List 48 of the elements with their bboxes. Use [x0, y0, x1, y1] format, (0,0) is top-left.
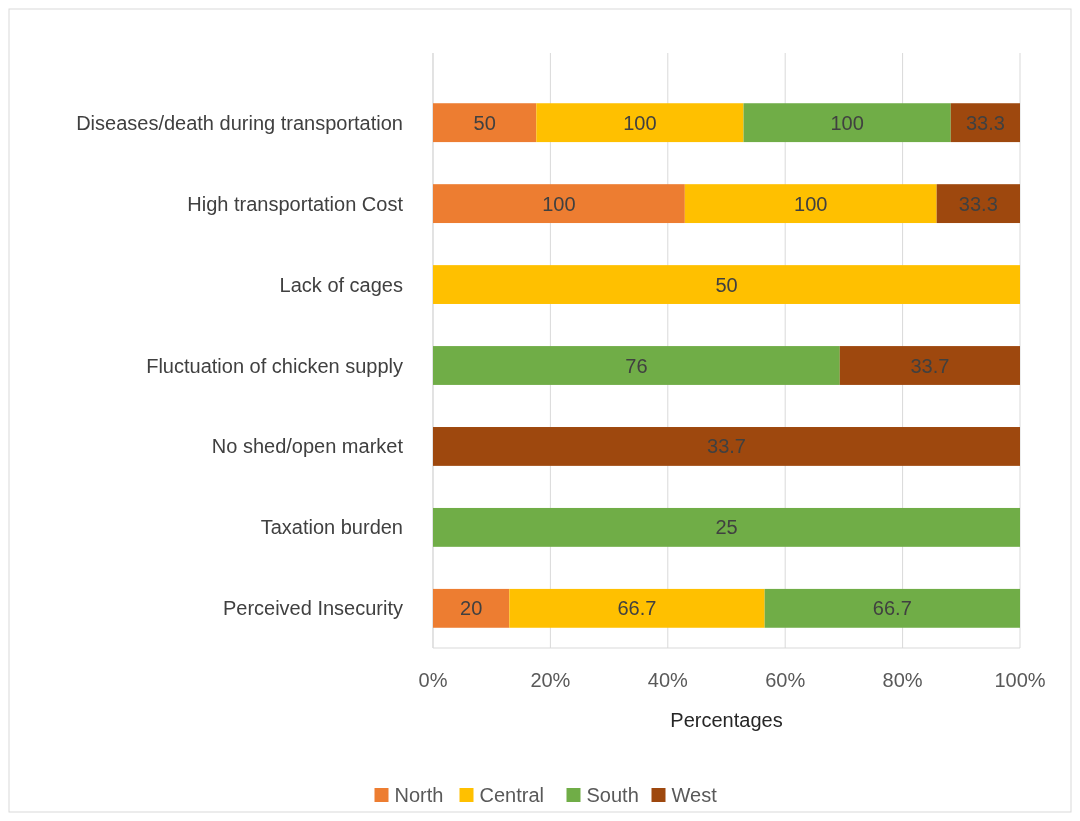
bar — [433, 103, 537, 143]
legend-label: South — [586, 784, 639, 806]
bar — [433, 346, 840, 385]
annotation: 33.3 — [965, 111, 1005, 134]
annotation: 100 — [542, 192, 576, 215]
y-tick-label: Lack of cages — [279, 273, 403, 296]
y-tick-label: Diseases/death during transportation — [76, 111, 403, 134]
bar — [433, 265, 1020, 304]
y-tick-label: High transportation Cost — [187, 192, 404, 215]
legend-label: North — [394, 784, 444, 806]
bar — [936, 184, 1020, 224]
annotation: 20 — [460, 597, 483, 620]
x-tick-label: 20% — [530, 669, 571, 691]
annotation: 76 — [625, 354, 648, 377]
annotation: 25 — [715, 516, 738, 539]
x-tick-label: 0% — [418, 669, 448, 691]
legend-label: West — [671, 784, 718, 806]
annotation: 50 — [473, 111, 496, 134]
bar — [433, 427, 1020, 466]
annotation: 66.7 — [872, 597, 912, 620]
x-tick-label: 60% — [765, 669, 806, 691]
bar — [839, 346, 1020, 385]
bar — [509, 588, 765, 628]
x-tick-label: 80% — [882, 669, 923, 691]
y-tick-label: Perceived Insecurity — [222, 597, 403, 620]
annotation: 100 — [623, 111, 657, 134]
annotation: 100 — [794, 192, 828, 215]
annotation: 66.7 — [617, 597, 657, 620]
x-tick-label: 40% — [647, 669, 689, 691]
bar — [433, 184, 685, 224]
bar — [684, 184, 937, 224]
y-tick-label: Fluctuation of chicken supply — [146, 354, 403, 377]
bar — [433, 507, 1020, 547]
annotation: 33.3 — [958, 192, 998, 215]
bar — [764, 588, 1020, 628]
bar — [536, 103, 744, 143]
y-tick-label: Taxation burden — [260, 516, 403, 539]
y-tick-label: No shed/open market — [211, 435, 404, 458]
x-axis-title: Percentages — [670, 709, 783, 731]
x-tick-label: 100% — [994, 669, 1046, 691]
annotation: 50 — [715, 273, 738, 296]
bar — [433, 588, 510, 628]
annotation: 33.7 — [707, 435, 746, 458]
annotation: 100 — [830, 111, 864, 134]
bar — [950, 103, 1020, 143]
annotation: 33.7 — [910, 354, 950, 377]
bar — [743, 103, 951, 143]
legend-label: Central — [479, 784, 544, 806]
